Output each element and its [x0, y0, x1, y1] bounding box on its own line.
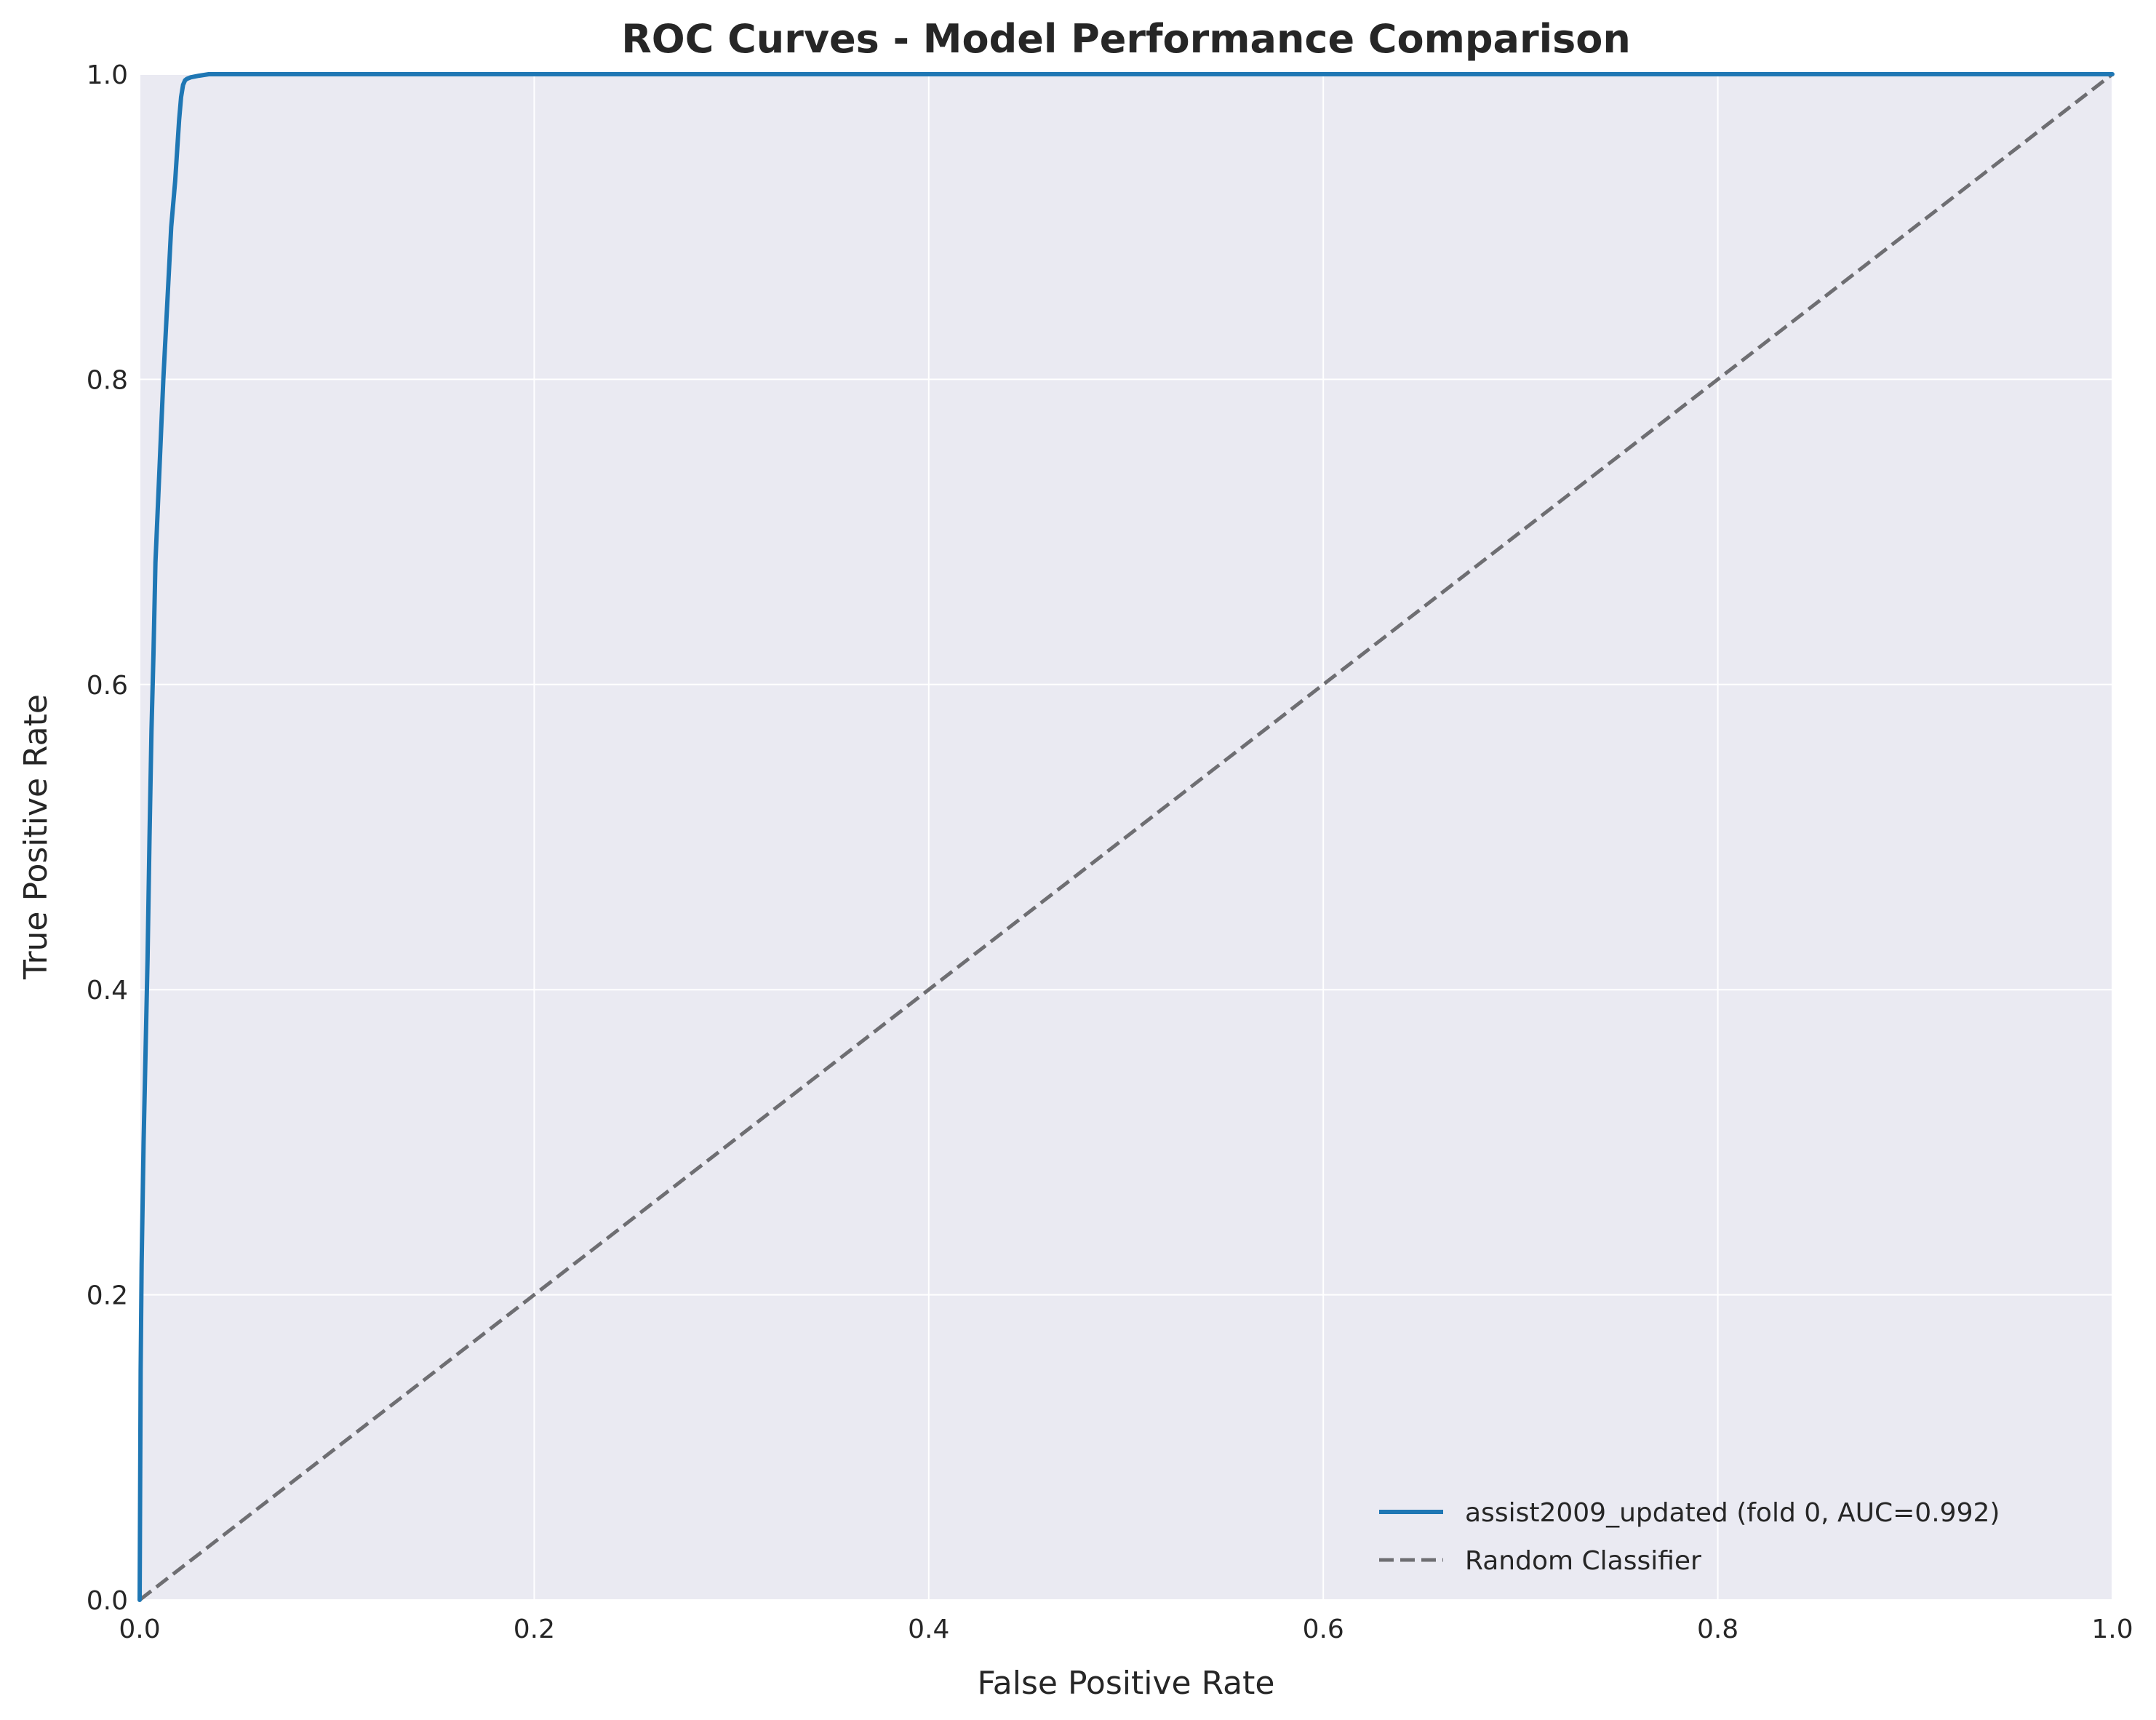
y-tick-label: 0.4	[87, 976, 128, 1006]
x-tick-label: 0.4	[908, 1615, 949, 1644]
y-axis-label: True Positive Rate	[17, 694, 55, 980]
series-layer	[137, 72, 2115, 1602]
y-tick-label: 1.0	[87, 60, 128, 90]
legend: assist2009_updated (fold 0, AUC=0.992) Ra…	[1379, 1498, 2000, 1576]
y-tick-label: 0.6	[87, 671, 128, 701]
series-line-0	[137, 72, 2115, 1602]
x-axis-label: False Positive Rate	[978, 1665, 1275, 1702]
x-tick-label: 1.0	[2091, 1615, 2133, 1644]
chart-title: ROC Curves - Model Performance Compariso…	[621, 16, 1631, 62]
legend-label-1: Random Classifier	[1465, 1546, 1701, 1576]
y-tick-label: 0.8	[87, 365, 128, 395]
series-line-1	[138, 73, 2114, 1601]
y-tick-label: 0.2	[87, 1281, 128, 1311]
x-tick-label: 0.0	[119, 1615, 160, 1644]
x-tick-label: 0.6	[1303, 1615, 1344, 1644]
grid	[139, 73, 2113, 1601]
y-tick-label: 0.0	[87, 1586, 128, 1616]
x-tick-label: 0.2	[514, 1615, 555, 1644]
y-tick-labels: 0.0 0.2 0.4 0.6 0.8 1.0	[87, 60, 128, 1616]
x-tick-label: 0.8	[1697, 1615, 1738, 1644]
legend-label-0: assist2009_updated (fold 0, AUC=0.992)	[1465, 1498, 2000, 1528]
x-tick-labels: 0.0 0.2 0.4 0.6 0.8 1.0	[119, 1615, 2133, 1644]
